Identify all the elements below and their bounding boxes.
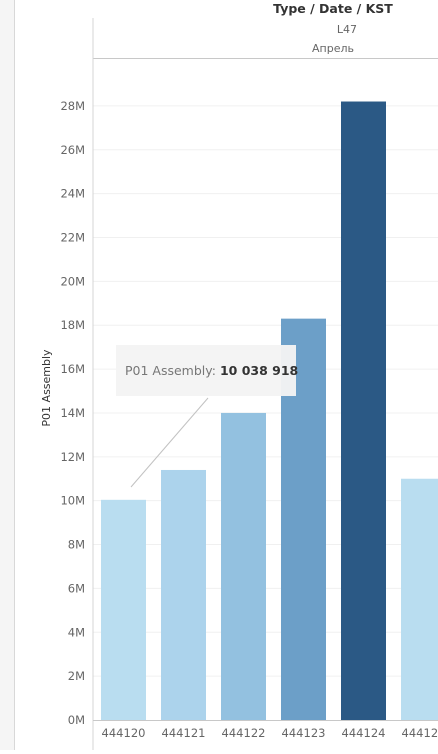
- y-axis-title: P01 Assembly: [40, 349, 53, 427]
- x-tick-label: 444122: [222, 726, 266, 740]
- x-tick-label: 444124: [342, 726, 386, 740]
- bar-444120: [101, 499, 146, 720]
- y-tick-label: 16M: [60, 362, 85, 376]
- y-tick-label: 6M: [68, 581, 85, 595]
- y-tick-label: 4M: [68, 625, 85, 639]
- y-tick-label: 14M: [60, 406, 85, 420]
- header-subgroup-label: Апрель: [312, 42, 354, 55]
- left-panel-divider: [14, 0, 15, 750]
- y-tick-label: 24M: [60, 187, 85, 201]
- y-tick-label: 26M: [60, 143, 85, 157]
- x-tick-label: 444123: [282, 726, 326, 740]
- tooltip-label: P01 Assembly:: [125, 363, 216, 378]
- tooltip-value: 10 038 918: [219, 363, 299, 378]
- x-axis-ticks: 444120 444121 444122 444123 444124 444125: [102, 726, 438, 740]
- bar-444124: [341, 101, 386, 721]
- x-tick-label: 444121: [162, 726, 206, 740]
- y-tick-label: 22M: [60, 230, 85, 244]
- tooltip: P01 Assembly: 10 038 918: [116, 345, 299, 396]
- bar-444121: [161, 469, 206, 720]
- x-tick-label: 444125: [402, 726, 438, 740]
- left-panel-strip: [0, 0, 14, 750]
- y-tick-label: 20M: [60, 274, 85, 288]
- y-tick-label: 0M: [68, 713, 85, 727]
- y-tick-label: 28M: [60, 99, 85, 113]
- header-group-label: L47: [337, 23, 357, 36]
- header-title: Type / Date / KST: [273, 1, 393, 16]
- bar-444122: [221, 412, 266, 720]
- y-axis-ticks: 0M 2M 4M 6M 8M 10M 12M 14M 16M 18M 20M 22M 24M 26M 28M: [60, 99, 85, 727]
- x-tick-label: 444120: [102, 726, 146, 740]
- bars: [101, 101, 438, 721]
- bar-444125: [401, 478, 438, 720]
- tooltip-pointer-line: [130, 397, 209, 488]
- y-tick-label: 8M: [68, 538, 85, 552]
- y-tick-label: 18M: [60, 318, 85, 332]
- y-tick-label: 12M: [60, 450, 85, 464]
- y-tick-label: 10M: [60, 494, 85, 508]
- y-tick-label: 2M: [68, 669, 85, 683]
